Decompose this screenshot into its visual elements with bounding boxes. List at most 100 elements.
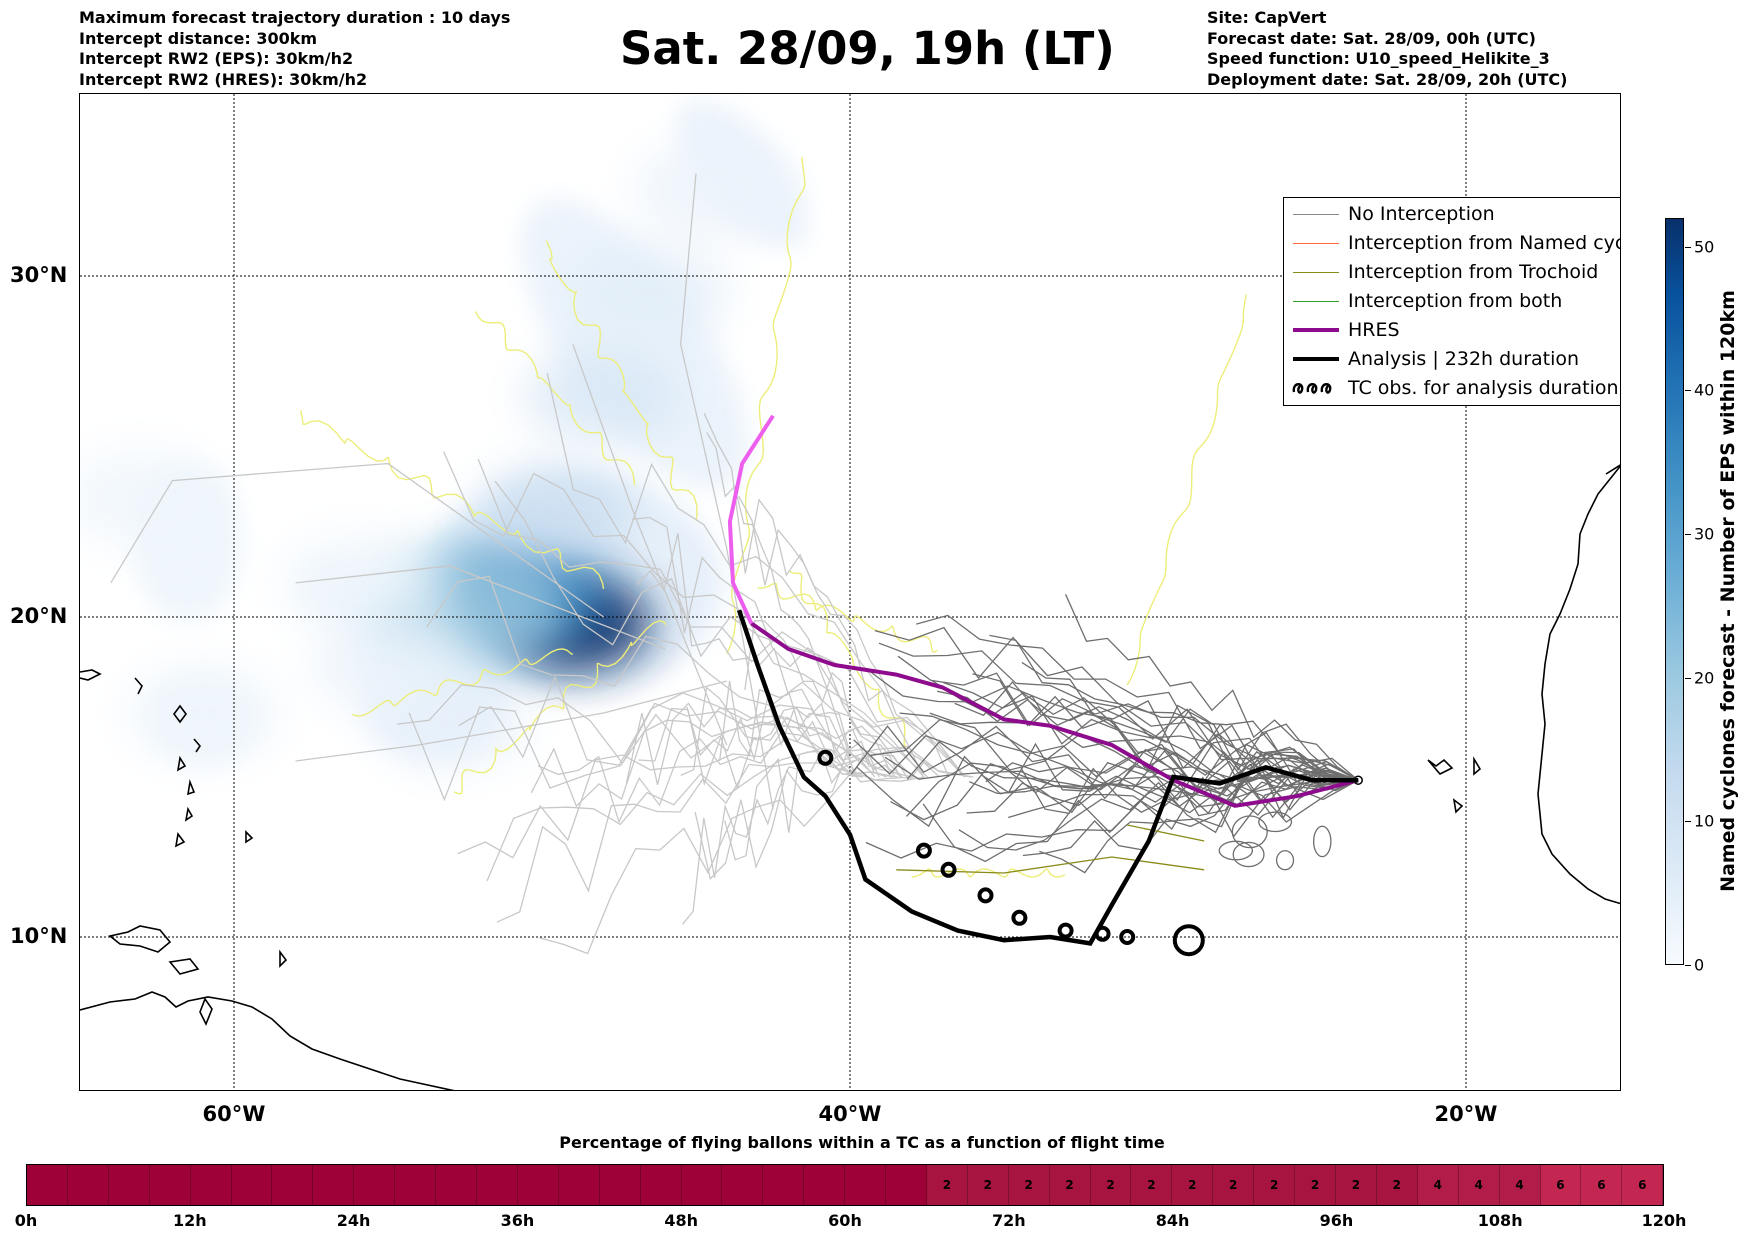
colorbar-tick bbox=[1685, 965, 1691, 966]
forecast-date-text: Forecast date: Sat. 28/09, 00h (UTC) bbox=[1207, 28, 1536, 48]
colorbar-tick-label: 30 bbox=[1694, 524, 1715, 544]
track-loop-2 bbox=[1313, 825, 1332, 858]
track-light-18 bbox=[706, 432, 856, 778]
track-dark-31 bbox=[906, 749, 1359, 817]
trochoid-tracks-layer bbox=[300, 156, 1248, 878]
lat-label-20n: 20°N bbox=[10, 604, 68, 628]
flight-bar-cell: 2 bbox=[1008, 1165, 1050, 1205]
track-light-27 bbox=[426, 575, 929, 778]
legend-swatch bbox=[1293, 357, 1339, 361]
flight-bar-cell: 4 bbox=[1458, 1165, 1500, 1205]
track-dark-1 bbox=[884, 750, 1359, 803]
site-marker-capvert bbox=[1353, 775, 1363, 785]
track-dark-12 bbox=[1022, 779, 1359, 857]
lon-label-20w: 20°W bbox=[1434, 1102, 1498, 1126]
track-dark-17 bbox=[856, 755, 1359, 828]
flight-bar-cell: 2 bbox=[1213, 1165, 1255, 1205]
colorbar-tick bbox=[1685, 677, 1691, 679]
flight-bar-cell bbox=[108, 1165, 150, 1205]
analysis-track bbox=[736, 609, 1359, 946]
map-canvas[interactable] bbox=[80, 94, 1621, 1091]
legend-swatch bbox=[1293, 272, 1339, 273]
density-blob-4 bbox=[525, 347, 682, 444]
track-loop-3 bbox=[1231, 815, 1268, 849]
track-loop-1 bbox=[1258, 811, 1293, 833]
flight-bar-cell bbox=[27, 1165, 68, 1205]
track-light-0 bbox=[396, 684, 913, 778]
flight-bar-cell bbox=[640, 1165, 682, 1205]
flight-bar-cell bbox=[886, 1165, 927, 1205]
track-dark-30 bbox=[867, 669, 1359, 787]
track-yellow-0 bbox=[545, 240, 698, 521]
density-blob-7 bbox=[80, 449, 220, 546]
legend-item-hres: HRES bbox=[1284, 317, 1620, 345]
flight-bar-cell: 2 bbox=[1376, 1165, 1418, 1205]
colorbar-tick-label: 0 bbox=[1694, 955, 1705, 975]
track-olive-1 bbox=[1127, 824, 1205, 842]
density-colorbar bbox=[1665, 218, 1684, 965]
flight-bar-cell bbox=[517, 1165, 559, 1205]
track-dark-19 bbox=[972, 673, 1359, 781]
legend-label: Analysis | 232h duration bbox=[1348, 348, 1580, 370]
legend-label: Interception from Named cyclone bbox=[1348, 232, 1620, 254]
legend-label: TC obs. for analysis duration bbox=[1348, 377, 1619, 399]
flight-bar-cell: 2 bbox=[1336, 1165, 1377, 1205]
tc-loop-2 bbox=[940, 861, 957, 878]
tc-loop-4 bbox=[1011, 909, 1028, 926]
intercept-hres-text: Intercept RW2 (HRES): 30km/h2 bbox=[79, 69, 368, 89]
track-light-long-0 bbox=[679, 173, 774, 810]
legend-label: No Interception bbox=[1348, 203, 1495, 225]
tc-loop-0 bbox=[817, 749, 834, 766]
flight-bar-title: Percentage of flying ballons within a TC… bbox=[559, 1133, 1165, 1152]
legend-item-trochoid: Interception from Trochoid bbox=[1284, 259, 1620, 287]
lon-label-60w: 60°W bbox=[202, 1102, 266, 1126]
flight-bar-cell bbox=[395, 1165, 437, 1205]
track-light-9 bbox=[539, 770, 925, 955]
colorbar-tick-label: 10 bbox=[1694, 811, 1715, 831]
track-dark-13 bbox=[958, 774, 1359, 851]
flight-time-label: 84h bbox=[1155, 1211, 1190, 1230]
colorbar-tick bbox=[1685, 390, 1691, 392]
colorbar-title: Named cyclones forecast - Number of EPS … bbox=[1717, 290, 1739, 892]
track-loop-0 bbox=[1275, 850, 1295, 871]
map-panel[interactable]: No Interception Interception from Named … bbox=[79, 93, 1621, 1091]
track-light-19 bbox=[486, 749, 915, 882]
flight-bar-cell bbox=[436, 1165, 477, 1205]
flight-time-label: 96h bbox=[1319, 1211, 1354, 1230]
colorbar-tick-label: 20 bbox=[1694, 668, 1715, 688]
track-light-7 bbox=[496, 762, 864, 923]
track-dark-0 bbox=[1065, 594, 1359, 781]
colorbar-tick-label: 40 bbox=[1694, 380, 1715, 400]
lat-label-30n: 30°N bbox=[10, 263, 68, 287]
coastline bbox=[80, 309, 1620, 1090]
track-dark-3 bbox=[874, 626, 1359, 781]
tc-loop-1 bbox=[915, 842, 932, 859]
flight-bar-cell: 2 bbox=[1172, 1165, 1214, 1205]
flight-bar-cell: 4 bbox=[1417, 1165, 1459, 1205]
track-yellow-3 bbox=[726, 156, 806, 655]
track-yellow-7 bbox=[911, 868, 1066, 878]
lon-label-40w: 40°W bbox=[818, 1102, 882, 1126]
flight-bar-cell: 2 bbox=[926, 1165, 968, 1205]
track-yellow-5 bbox=[788, 570, 907, 747]
track-yellow-9 bbox=[474, 311, 636, 486]
track-light-15 bbox=[738, 496, 950, 778]
track-light-4 bbox=[546, 372, 966, 778]
track-dark-8 bbox=[897, 655, 1359, 781]
flight-bar-cell bbox=[231, 1165, 273, 1205]
track-loop-5 bbox=[1218, 840, 1254, 861]
track-dark-23 bbox=[942, 681, 1359, 781]
flight-bar-cell: 2 bbox=[1295, 1165, 1336, 1205]
colorbar-tick bbox=[1685, 246, 1691, 248]
header-right-info: Site: CapVert Forecast date: Sat. 28/09,… bbox=[1207, 8, 1567, 90]
flight-bar-cell bbox=[845, 1165, 887, 1205]
flight-time-label: 120h bbox=[1641, 1211, 1687, 1230]
flight-bar-cell: 6 bbox=[1581, 1165, 1623, 1205]
track-light-20 bbox=[458, 675, 972, 778]
tc-observation-loops bbox=[817, 749, 1205, 957]
track-dark-32 bbox=[936, 690, 1359, 783]
flight-bar-cell bbox=[722, 1165, 764, 1205]
track-yellow-8 bbox=[352, 648, 573, 717]
legend-label: Interception from Trochoid bbox=[1348, 261, 1599, 283]
legend-swatch bbox=[1293, 301, 1339, 302]
